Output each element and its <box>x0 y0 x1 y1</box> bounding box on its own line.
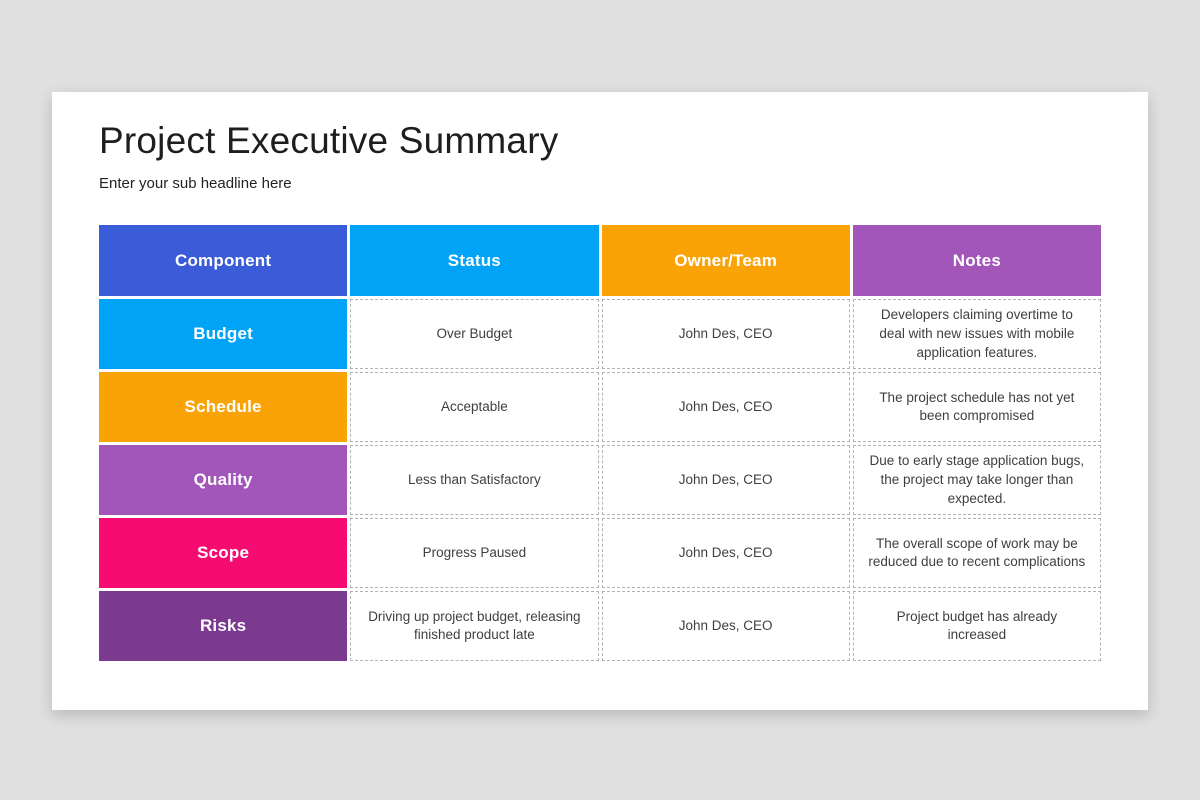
header-cell-owner-team: Owner/Team <box>601 225 850 297</box>
owner-cell: John Des, CEO <box>601 445 850 516</box>
row-label-scope: Scope <box>99 518 348 589</box>
status-cell: Acceptable <box>350 372 599 443</box>
row-label-budget: Budget <box>99 299 348 370</box>
header-cell-notes: Notes <box>852 225 1101 297</box>
status-cell: Driving up project budget, releasing fin… <box>350 591 599 662</box>
owner-cell: John Des, CEO <box>601 372 850 443</box>
notes-cell: Project budget has already increased <box>852 591 1101 662</box>
notes-cell: The project schedule has not yet been co… <box>852 372 1101 443</box>
status-cell: Progress Paused <box>350 518 599 589</box>
summary-table: Component Status Owner/Team Notes Budget… <box>99 225 1101 662</box>
row-label-quality: Quality <box>99 445 348 516</box>
owner-cell: John Des, CEO <box>601 299 850 370</box>
header-cell-component: Component <box>99 225 348 297</box>
owner-cell: John Des, CEO <box>601 591 850 662</box>
slide-card: Project Executive Summary Enter your sub… <box>52 92 1148 710</box>
header-cell-status: Status <box>350 225 599 297</box>
status-cell: Less than Satisfactory <box>350 445 599 516</box>
slide-content: Project Executive Summary Enter your sub… <box>52 92 1148 662</box>
page-title: Project Executive Summary <box>99 120 559 161</box>
notes-cell: The overall scope of work may be reduced… <box>852 518 1101 589</box>
owner-cell: John Des, CEO <box>601 518 850 589</box>
row-label-schedule: Schedule <box>99 372 348 443</box>
notes-cell: Developers claiming overtime to deal wit… <box>852 299 1101 370</box>
notes-cell: Due to early stage application bugs, the… <box>852 445 1101 516</box>
status-cell: Over Budget <box>350 299 599 370</box>
row-label-risks: Risks <box>99 591 348 662</box>
page-subtitle: Enter your sub headline here <box>99 175 292 193</box>
